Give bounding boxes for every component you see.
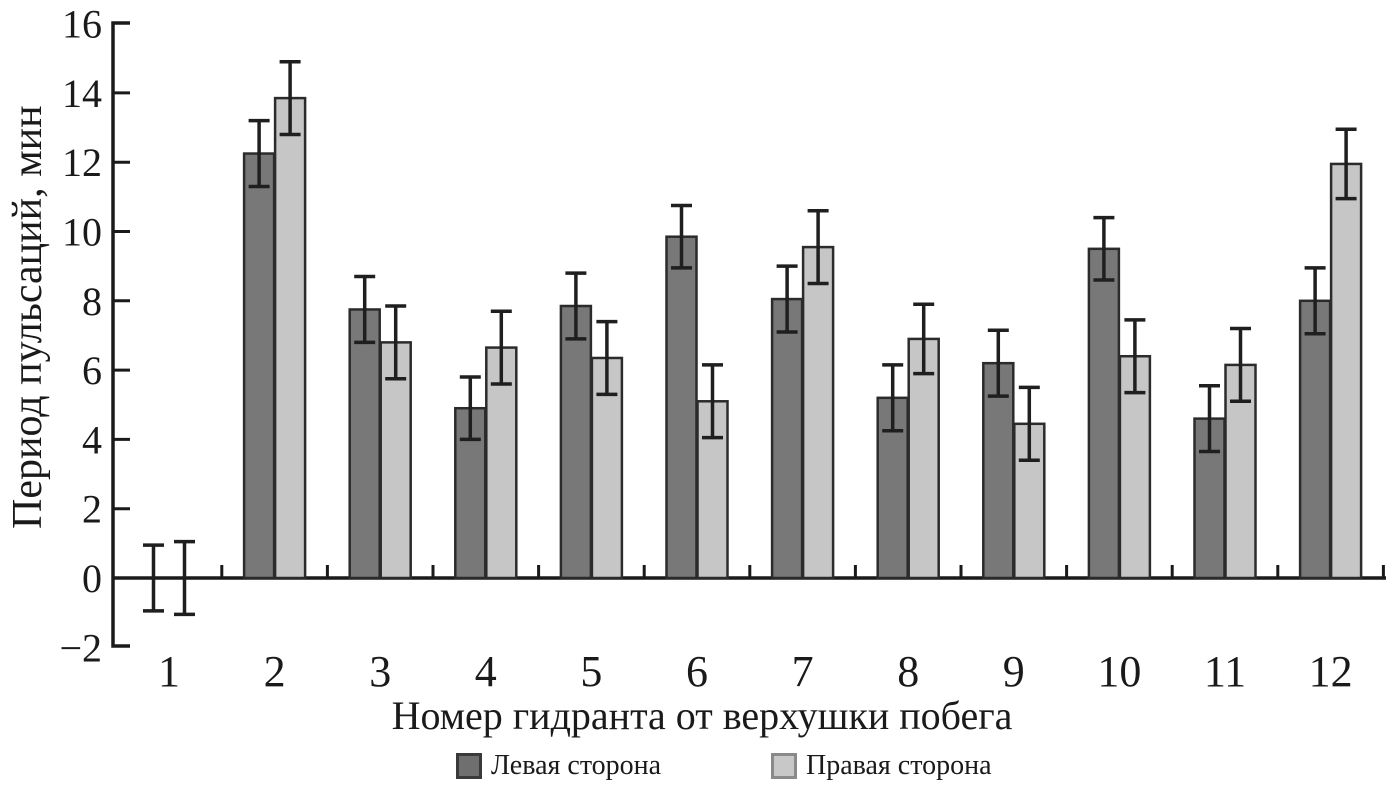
bar-right-7 (801, 245, 835, 580)
x-category-label-10: 10 (1097, 647, 1141, 696)
legend-swatch-right-side (771, 753, 797, 779)
bar-left-7 (770, 297, 804, 580)
bar-left-6 (665, 235, 698, 580)
y-axis-line (111, 21, 130, 648)
bar-left-3 (348, 308, 381, 580)
bar-left-10 (1087, 247, 1121, 580)
bar-right-12 (1329, 162, 1363, 580)
legend-swatch-left-side (456, 753, 482, 779)
x-category-label-1: 1 (158, 647, 180, 696)
bar-right-3 (379, 341, 412, 580)
y-tick-label-8: 8 (82, 279, 102, 324)
x-category-label-12: 12 (1309, 647, 1353, 696)
x-category-label-8: 8 (897, 647, 919, 696)
legend-item-left-side: Левая сторона (456, 750, 662, 781)
bar-right-9 (1013, 422, 1046, 580)
y-tick-label-4: 4 (82, 417, 102, 462)
x-category-label-11: 11 (1204, 647, 1246, 696)
bar-right-4 (485, 346, 518, 580)
bar-left-5 (559, 304, 593, 580)
x-category-label-3: 3 (369, 647, 391, 696)
bar-left-12 (1298, 299, 1332, 580)
x-category-label-6: 6 (686, 647, 708, 696)
y-tick-label-16: 16 (62, 2, 102, 47)
y-tick-label-−2: −2 (59, 625, 102, 670)
y-tick-label-12: 12 (62, 140, 102, 185)
x-category-label-7: 7 (792, 647, 814, 696)
y-tick-label-0: 0 (82, 556, 102, 601)
legend-label-right-side: Правая сторона (806, 750, 992, 781)
y-tick-label-14: 14 (62, 71, 102, 116)
legend-label-left-side: Левая сторона (491, 750, 662, 781)
x-category-label-9: 9 (1003, 647, 1025, 696)
legend-item-right-side: Правая сторона (771, 750, 992, 781)
x-axis-title: Номер гидранта от верхушки побега (391, 693, 1013, 738)
y-tick-label-10: 10 (62, 210, 102, 255)
bar-left-2 (242, 152, 276, 580)
bar-right-2 (273, 96, 307, 580)
y-tick-label-6: 6 (82, 348, 102, 393)
x-category-label-2: 2 (264, 647, 286, 696)
bar-right-8 (907, 337, 940, 580)
y-tick-label-2: 2 (82, 487, 102, 532)
x-category-label-5: 5 (580, 647, 602, 696)
x-category-label-4: 4 (475, 647, 497, 696)
